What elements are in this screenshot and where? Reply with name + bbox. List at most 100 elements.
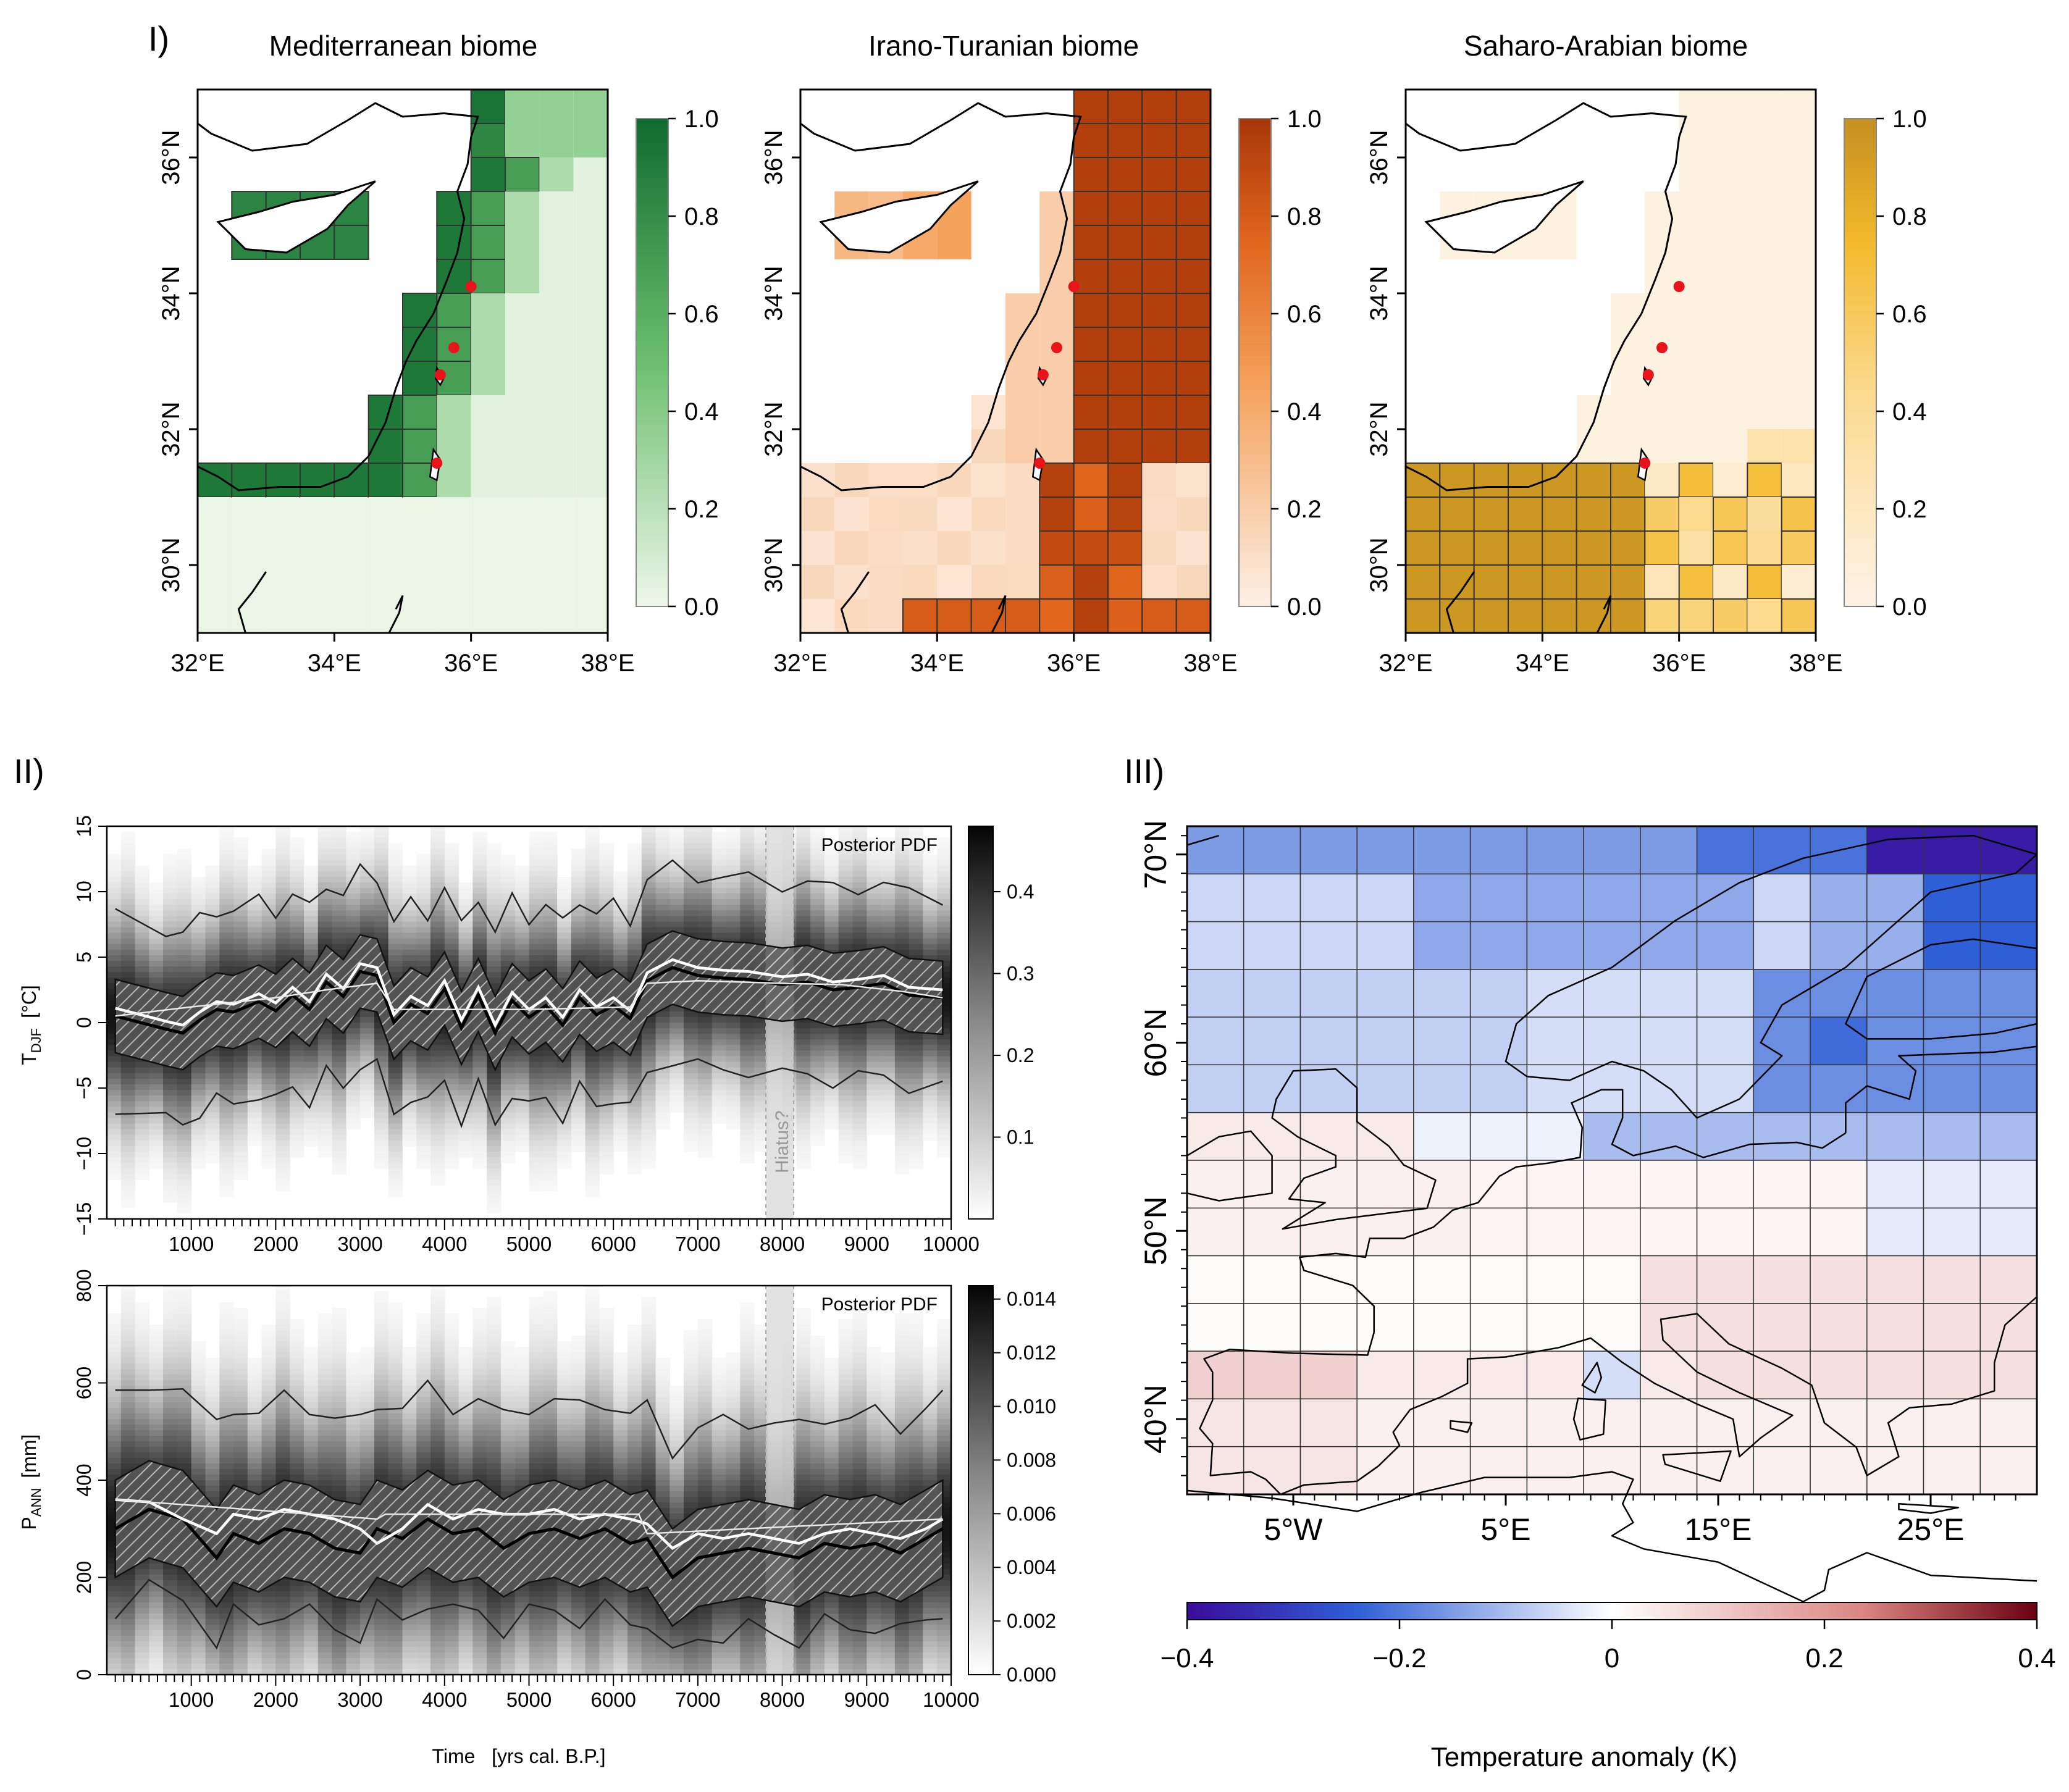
pdf-cell: [697, 1078, 713, 1085]
pdf-cell: [275, 1095, 290, 1102]
grid-cell: [1141, 191, 1177, 226]
pdf-cell: [909, 1084, 924, 1091]
pdf-cell: [332, 887, 346, 894]
grid-cell: [436, 225, 472, 260]
pdf-cell: [430, 910, 445, 916]
pdf-cell: [894, 1039, 910, 1045]
pdf-cell: [135, 882, 149, 889]
pdf-cell: [881, 1107, 896, 1113]
pdf-cell: [317, 1045, 333, 1051]
pdf-cell: [135, 921, 149, 928]
site-marker: [1639, 458, 1651, 469]
pdf-cell: [458, 966, 473, 973]
pdf-cell: [205, 1497, 220, 1503]
grid-cell: [1142, 497, 1177, 531]
grid-cell: [1005, 293, 1040, 327]
pdf-cell: [937, 1140, 952, 1147]
pdf-cell: [135, 1330, 149, 1336]
grid-cell: [232, 531, 266, 565]
pdf-cell: [585, 882, 600, 889]
pdf-cell: [500, 1078, 516, 1085]
grid-cell: [1713, 327, 1748, 361]
pdf-cell: [247, 1123, 262, 1130]
pdf-cell: [487, 932, 502, 939]
pdf-cell: [711, 1039, 727, 1045]
pdf-cell: [472, 1134, 487, 1141]
pdf-cell: [177, 1614, 192, 1620]
pdf-cell: [233, 1380, 248, 1386]
pdf-cell: [641, 932, 657, 939]
pdf-cell: [909, 882, 924, 889]
pdf-cell: [205, 1491, 220, 1497]
grid-cell: [1781, 157, 1816, 191]
y-axis-title-unit: [°C]: [18, 985, 40, 1018]
grid-cell: [1005, 598, 1041, 634]
pdf-cell: [529, 1073, 543, 1079]
pdf-cell: [416, 1129, 431, 1136]
pdf-cell: [120, 1101, 136, 1107]
pdf-cell: [852, 910, 867, 916]
pdf-cell: [163, 989, 178, 995]
grid-cell: [539, 191, 574, 225]
pdf-cell: [500, 1073, 516, 1079]
pdf-cell: [627, 1078, 642, 1085]
pdf-cell: [163, 1397, 178, 1403]
pdf-cell: [388, 1152, 403, 1158]
pdf-cell: [810, 899, 825, 905]
pdf-cell: [177, 1586, 192, 1592]
pdf-cell: [388, 1174, 403, 1180]
pdf-cell: [627, 843, 642, 849]
grid-cell: [1713, 124, 1748, 157]
pdf-cell: [655, 1084, 670, 1091]
pdf-cell: [177, 1325, 192, 1331]
pdf-cell: [135, 1061, 149, 1068]
pdf-cell: [191, 1441, 206, 1447]
pdf-cell: [655, 1073, 670, 1079]
x-tick-label: 34°E: [308, 650, 361, 677]
pdf-cell: [163, 1625, 178, 1631]
pdf-cell: [571, 1129, 586, 1136]
pdf-cell: [599, 1157, 614, 1163]
pdf-cell: [881, 1067, 896, 1074]
pdf-cell: [247, 1045, 262, 1051]
pdf-cell: [191, 1591, 206, 1597]
map-frame: [799, 88, 1212, 634]
pdf-cell: [135, 1602, 149, 1609]
pdf-cell: [599, 882, 614, 889]
pdf-cell: [726, 1090, 741, 1096]
pdf-cell: [120, 1425, 136, 1431]
pdf-cell: [402, 961, 417, 967]
colorbar: [1844, 118, 1877, 607]
grid-cell: [1678, 598, 1714, 634]
pdf-cell: [163, 1174, 178, 1180]
pdf-cell: [923, 865, 938, 872]
pdf-cell: [444, 955, 460, 961]
pdf-cell: [120, 887, 136, 894]
pdf-cell: [135, 865, 149, 872]
pdf-cell: [275, 1078, 290, 1085]
grid-cell: [1781, 225, 1816, 259]
pdf-cell: [135, 887, 149, 894]
pdf-cell: [332, 1090, 346, 1096]
pdf-cell: [867, 916, 881, 923]
pdf-cell: [894, 1101, 910, 1107]
pdf-cell: [430, 1061, 445, 1068]
pdf-cell: [177, 1369, 192, 1375]
pdf-cell: [627, 1101, 642, 1107]
pdf-cell: [937, 894, 952, 900]
pdf-cell: [613, 1134, 628, 1141]
pdf-cell: [711, 860, 727, 866]
pdf-cell: [149, 1140, 164, 1147]
pdf-cell: [332, 1084, 346, 1091]
grid-cell: [505, 327, 540, 361]
pdf-cell: [275, 1452, 290, 1459]
pdf-cell: [275, 894, 290, 900]
pdf-cell: [402, 905, 417, 911]
grid-cell: [471, 293, 505, 327]
pdf-cell: [374, 1140, 389, 1147]
pdf-cell: [275, 1336, 290, 1342]
pdf-cell: [135, 1669, 149, 1675]
grid-cell: [1611, 429, 1645, 463]
pdf-cell: [332, 1145, 346, 1152]
pdf-cell: [191, 1347, 206, 1353]
